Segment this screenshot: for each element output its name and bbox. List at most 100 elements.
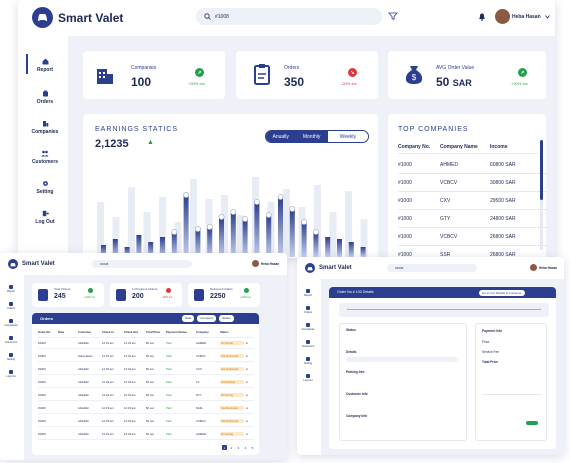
table-row[interactable]: #1000 VCBCV 26800 SAR: [398, 228, 548, 246]
view-icon[interactable]: ●: [246, 419, 248, 423]
page-button[interactable]: 3: [237, 445, 240, 450]
bar-marker: [206, 224, 213, 230]
filter-company[interactable]: Company: [197, 315, 217, 322]
sidebar-item-setting[interactable]: Setting: [299, 357, 317, 371]
table-row[interactable]: #1000 AHMED 60800 SAR: [398, 156, 548, 174]
scrollbar-thumb[interactable]: [540, 140, 543, 200]
filter-status[interactable]: Status: [219, 315, 234, 322]
sidebar-item-report[interactable]: Report: [30, 54, 60, 76]
sidebar-item-logout[interactable]: Log Out: [30, 206, 60, 228]
earnings-bar[interactable]: [266, 215, 272, 257]
earnings-bar[interactable]: [313, 232, 319, 257]
earnings-bar[interactable]: [183, 195, 189, 257]
table-row[interactable]: #1000 Abdullah 12:33 am 12:33 am 50 sar Paid C…: [38, 364, 254, 375]
sidebar-item-customers[interactable]: Customers: [30, 146, 60, 168]
table-row[interactable]: #1000 Hala Hasan 12:33 am 12:33 am 50 sar Pai…: [38, 351, 254, 362]
page-button[interactable]: 4: [244, 445, 247, 450]
earnings-bar[interactable]: [160, 237, 165, 257]
search-input[interactable]: #1008: [387, 264, 477, 272]
search-icon: [204, 13, 211, 20]
sidebar: Report Orders Companies Customers Settin…: [18, 36, 66, 258]
table-title: Orders: [40, 316, 54, 321]
view-icon[interactable]: ●: [246, 354, 248, 358]
tab-weekly[interactable]: Weekly: [327, 131, 368, 142]
earnings-bar[interactable]: [348, 242, 354, 257]
avatar[interactable]: [252, 260, 259, 267]
table-cell: 50 sar: [146, 419, 154, 423]
earnings-bar[interactable]: [337, 239, 342, 257]
earnings-bar[interactable]: [195, 229, 201, 257]
avatar[interactable]: [530, 264, 537, 271]
sidebar-item-setting[interactable]: Setting: [30, 176, 60, 198]
view-icon[interactable]: ●: [246, 380, 248, 384]
status-steps: [339, 303, 549, 317]
earnings-bar[interactable]: [101, 245, 106, 257]
sidebar-item-setting[interactable]: Setting: [2, 353, 20, 367]
earnings-bar[interactable]: [112, 239, 118, 257]
table-cell: GTY: [196, 393, 202, 397]
chevron-down-icon[interactable]: [545, 15, 550, 19]
stat-title: In Progress Orders: [132, 287, 158, 291]
earnings-bar[interactable]: [325, 237, 331, 257]
view-icon[interactable]: ●: [246, 406, 248, 410]
period-tabs: Anually Monthly Weekly: [265, 130, 369, 143]
filter-icon[interactable]: [388, 11, 398, 21]
table-row[interactable]: #1000 Abdullah 12:33 am 12:33 am 50 sar Paid G…: [38, 390, 254, 401]
sidebar-item-orders[interactable]: Orders: [30, 86, 60, 108]
sidebar-item-log-out[interactable]: Log Out: [299, 374, 317, 388]
page-button[interactable]: 1: [222, 445, 227, 450]
tab-monthly[interactable]: Monthly: [295, 131, 328, 142]
view-icon[interactable]: ●: [246, 367, 248, 371]
payment-row-label: Service Fee: [482, 350, 500, 354]
earnings-bar[interactable]: [171, 232, 177, 257]
earnings-bar[interactable]: [136, 235, 142, 257]
table-row[interactable]: #1000 VCBCV 30800 SAR: [398, 174, 548, 192]
table-row[interactable]: #1000 CXV 29500 SAR: [398, 192, 548, 210]
table-row[interactable]: #1000 GTY 24800 SAR: [398, 210, 548, 228]
earnings-bar[interactable]: [219, 217, 224, 257]
logout-icon: [9, 370, 13, 374]
table-row[interactable]: #1000 Abdullah 12:33 am 12:33 am 50 sar Paid S…: [38, 403, 254, 414]
page-button[interactable]: 5: [251, 445, 254, 450]
bell-icon[interactable]: [478, 12, 486, 21]
table-row[interactable]: #1000 SSR 26800 SAR: [398, 246, 548, 258]
sidebar-item-companies[interactable]: Companies: [30, 116, 60, 138]
earnings-bar[interactable]: [254, 202, 260, 257]
sidebar-item-customers[interactable]: Customers: [2, 336, 20, 350]
table-row[interactable]: #1000 Abdullah 12:33 am 12:33 am 50 sar Paid A…: [38, 338, 254, 349]
table-row[interactable]: #1000 Abdullah 12:33 am 12:33 am 50 sar Paid L…: [38, 377, 254, 388]
sidebar-item-report[interactable]: Report: [299, 289, 317, 303]
page-button[interactable]: 2: [230, 445, 233, 450]
earnings-bar[interactable]: [278, 197, 283, 257]
table-row[interactable]: #1000 Abdullah 12:33 am 12:33 am 50 sar Paid A…: [38, 429, 254, 440]
sidebar-item-companies[interactable]: Companies: [2, 319, 20, 333]
avatar[interactable]: [495, 9, 510, 24]
earnings-bar[interactable]: [148, 242, 154, 257]
tab-annually[interactable]: Anually: [266, 131, 296, 142]
earnings-bar[interactable]: [230, 212, 236, 257]
earnings-bar[interactable]: [124, 247, 130, 257]
search-input[interactable]: #1008: [196, 8, 382, 25]
sidebar-item-report[interactable]: Report: [2, 285, 20, 299]
orders-icon: [42, 90, 48, 96]
table-row[interactable]: #1000 Abdullah 12:33 am 12:33 am 50 sar Paid V…: [38, 416, 254, 427]
customers-icon: [9, 336, 13, 340]
sidebar-item-companies[interactable]: Companies: [299, 323, 317, 337]
view-icon[interactable]: ●: [246, 393, 248, 397]
table-cell: 12:33 am: [124, 406, 136, 410]
sidebar-item-log-out[interactable]: Log Out: [2, 370, 20, 384]
earnings-bar[interactable]: [289, 209, 295, 257]
search-input[interactable]: #1008: [92, 260, 192, 268]
earnings-bar[interactable]: [301, 222, 307, 257]
sidebar-item-orders[interactable]: Orders: [2, 302, 20, 316]
view-icon[interactable]: ●: [246, 432, 248, 436]
sidebar-item-customers[interactable]: Customers: [299, 340, 317, 354]
filter-date[interactable]: Date: [182, 315, 195, 322]
earnings-bar[interactable]: [207, 227, 213, 257]
sidebar-item-orders[interactable]: Orders: [299, 306, 317, 320]
scrollbar[interactable]: [540, 140, 543, 250]
view-icon[interactable]: ●: [246, 341, 248, 345]
earnings-bar[interactable]: [242, 219, 248, 257]
go-to-car-details-button[interactable]: Go to Car Details & Customer: [479, 289, 525, 296]
earnings-bar[interactable]: [360, 247, 366, 257]
